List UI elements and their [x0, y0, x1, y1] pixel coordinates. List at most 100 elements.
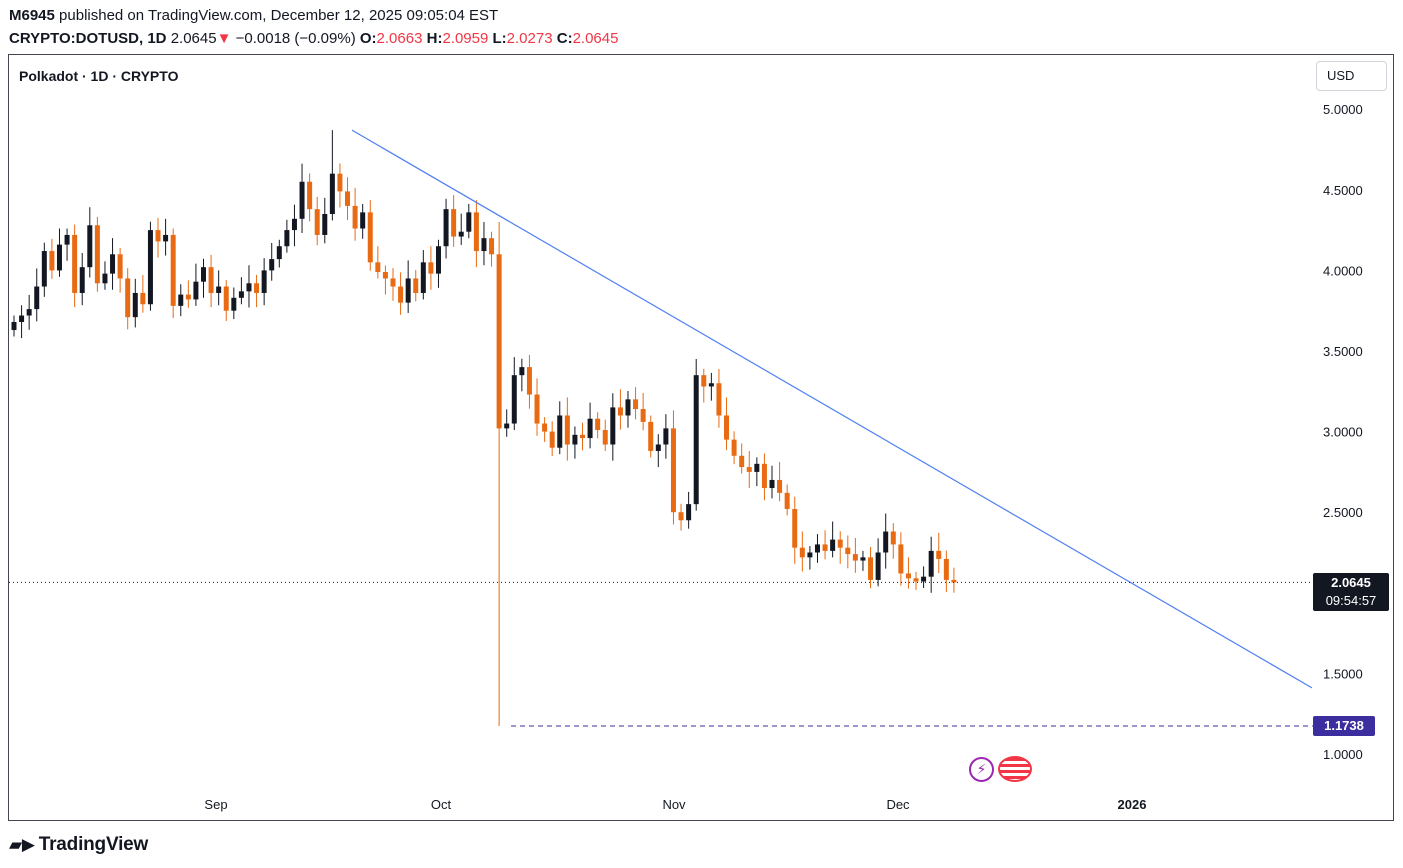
candle-body[interactable] — [481, 238, 487, 252]
candle-body[interactable] — [375, 262, 381, 273]
candle-body[interactable] — [496, 254, 502, 429]
candle-body[interactable] — [276, 246, 282, 260]
candle-body[interactable] — [314, 209, 320, 235]
candle-body[interactable] — [64, 234, 70, 245]
candle-body[interactable] — [254, 283, 260, 293]
candle-body[interactable] — [299, 181, 305, 219]
chart-legend[interactable]: Polkadot · 1D · CRYPTO — [19, 68, 179, 84]
candle-body[interactable] — [413, 278, 419, 293]
candle-body[interactable] — [489, 238, 495, 255]
candle-body[interactable] — [837, 539, 843, 548]
candle-body[interactable] — [466, 212, 472, 232]
candle-body[interactable] — [655, 444, 661, 451]
candle-body[interactable] — [291, 218, 297, 231]
candle-body[interactable] — [19, 315, 25, 322]
candle-body[interactable] — [875, 552, 881, 580]
candle-body[interactable] — [26, 309, 32, 316]
candle-body[interactable] — [822, 544, 828, 551]
candle-body[interactable] — [41, 251, 47, 287]
candle-body[interactable] — [451, 209, 457, 237]
trendline[interactable] — [351, 129, 1313, 689]
candle-body[interactable] — [284, 230, 290, 247]
candle-body[interactable] — [390, 278, 396, 287]
candle-body[interactable] — [754, 463, 760, 472]
candle-body[interactable] — [216, 286, 222, 293]
candle-body[interactable] — [87, 225, 93, 268]
candle-body[interactable] — [777, 479, 783, 493]
candle-body[interactable] — [526, 367, 532, 395]
candle-body[interactable] — [799, 547, 805, 558]
candle-body[interactable] — [185, 294, 191, 300]
candle-body[interactable] — [610, 407, 616, 445]
candle-body[interactable] — [890, 531, 896, 545]
candle-body[interactable] — [921, 576, 927, 582]
candle-body[interactable] — [769, 479, 775, 489]
candle-body[interactable] — [11, 321, 17, 331]
candle-body[interactable] — [542, 423, 548, 432]
candle-body[interactable] — [147, 230, 153, 305]
candle-body[interactable] — [208, 267, 214, 293]
candle-body[interactable] — [905, 573, 911, 579]
candle-body[interactable] — [564, 415, 570, 445]
candle-body[interactable] — [352, 205, 358, 229]
candle-body[interactable] — [898, 544, 904, 574]
candle-body[interactable] — [322, 213, 328, 235]
candle-body[interactable] — [701, 375, 707, 387]
candle-body[interactable] — [587, 418, 593, 439]
candle-body[interactable] — [746, 467, 752, 472]
candle-body[interactable] — [56, 244, 62, 271]
candle-body[interactable] — [504, 423, 510, 429]
candle-body[interactable] — [868, 557, 874, 580]
candle-body[interactable] — [913, 578, 919, 582]
candle-body[interactable] — [511, 375, 517, 424]
candle-body[interactable] — [360, 212, 366, 229]
candle-body[interactable] — [329, 173, 335, 214]
candle-body[interactable] — [307, 181, 313, 210]
candle-body[interactable] — [94, 225, 100, 284]
candle-body[interactable] — [398, 286, 404, 303]
candle-body[interactable] — [201, 267, 206, 282]
candle-body[interactable] — [814, 544, 820, 553]
candle-body[interactable] — [845, 547, 851, 555]
candle-body[interactable] — [807, 552, 813, 558]
candle-body[interactable] — [602, 429, 608, 445]
author-name[interactable]: M6945 — [9, 7, 55, 24]
candle-body[interactable] — [625, 399, 631, 416]
candle-body[interactable] — [852, 554, 858, 561]
candle-body[interactable] — [269, 259, 275, 271]
candle-body[interactable] — [178, 294, 184, 306]
candle-body[interactable] — [125, 278, 131, 318]
candle-body[interactable] — [648, 421, 654, 451]
candle-body[interactable] — [435, 246, 441, 274]
candle-body[interactable] — [163, 234, 169, 242]
candle-body[interactable] — [708, 383, 714, 387]
candle-body[interactable] — [951, 579, 957, 583]
candle-body[interactable] — [473, 212, 479, 252]
candle-body[interactable] — [345, 191, 351, 206]
candle-body[interactable] — [223, 286, 229, 311]
candle-body[interactable] — [420, 262, 426, 293]
flash-event-icon[interactable]: ⚡ — [969, 757, 994, 782]
candle-body[interactable] — [784, 492, 790, 509]
candle-body[interactable] — [519, 367, 525, 376]
tradingview-logo[interactable]: ▰▶ TradingView — [9, 834, 148, 856]
candle-body[interactable] — [557, 415, 563, 448]
candle-body[interactable] — [102, 273, 108, 284]
candle-body[interactable] — [693, 375, 699, 505]
candle-body[interactable] — [663, 428, 669, 445]
candle-body[interactable] — [405, 278, 411, 303]
candle-body[interactable] — [79, 267, 85, 293]
candle-body[interactable] — [72, 234, 78, 293]
candle-body[interactable] — [943, 558, 949, 580]
candle-body[interactable] — [34, 286, 40, 310]
candle-body[interactable] — [231, 297, 237, 311]
candle-body[interactable] — [428, 262, 434, 274]
candle-body[interactable] — [595, 418, 601, 430]
candle-body[interactable] — [678, 512, 684, 521]
us-flag-event-icon[interactable] — [998, 756, 1032, 782]
candle-body[interactable] — [640, 409, 646, 422]
candle-body[interactable] — [458, 231, 464, 237]
candle-body[interactable] — [731, 439, 737, 456]
candle-body[interactable] — [49, 251, 55, 271]
candle-body[interactable] — [739, 455, 745, 468]
